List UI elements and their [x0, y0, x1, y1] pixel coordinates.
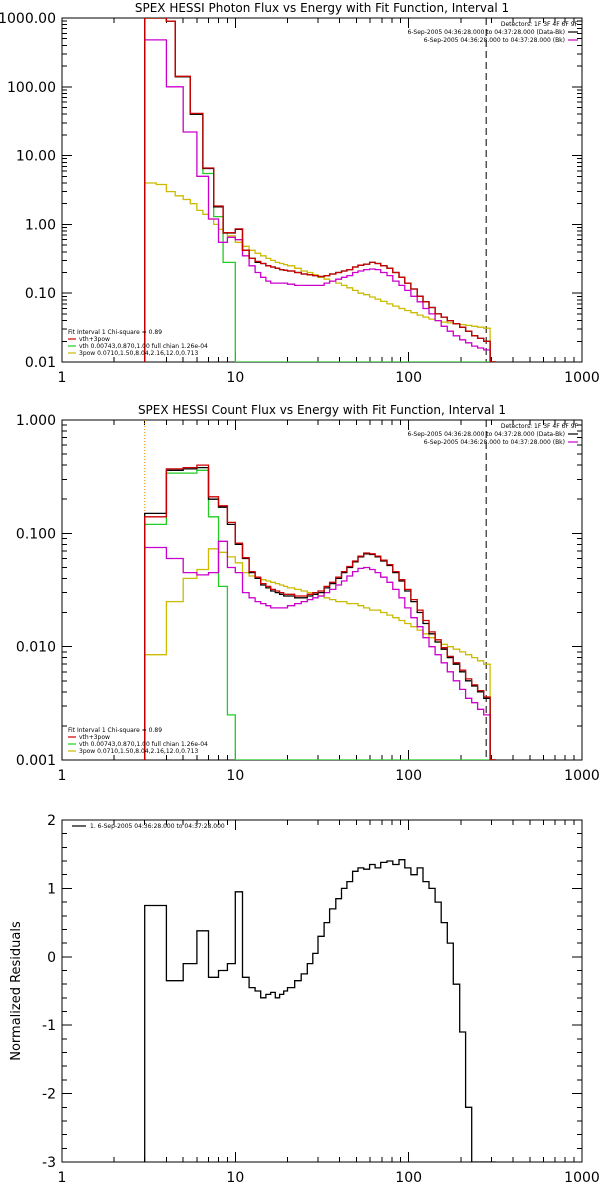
legend-header: Detectors: 1F 3F 4F 6F 9F: [501, 423, 579, 430]
series-vth-3pow: [144, 464, 496, 760]
x-tick-label: 1: [58, 1170, 67, 1186]
legend-entry: 1. 6-Sep-2005 04:36:28.000 to 04:37:28.0…: [90, 823, 225, 830]
y-tick-label: 0: [47, 950, 56, 966]
plot-frame: [61, 419, 583, 761]
y-tick-label: -3: [42, 1155, 56, 1171]
fit-legend-entry: vth 0.00743,0.870,1.00 full chian 1.26e-…: [79, 741, 208, 748]
fit-legend-entry: vth+3pow: [79, 734, 110, 741]
y-tick-label: -2: [42, 1087, 56, 1103]
y-tick-label: 1000.00: [0, 11, 56, 27]
x-tick-label: 10: [226, 1170, 244, 1186]
fit-legend-entry: vth+3pow: [79, 336, 110, 343]
plot-frame: [61, 819, 583, 1163]
series-3pow: [144, 182, 496, 362]
legend-entry: 6-Sep-2005 04:36:28.000 to 04:37:28.000 …: [424, 439, 565, 446]
fit-legend-entry: vth 0.00743,0.870,1.00 full chian 1.26e-…: [79, 343, 208, 350]
legend-entry: 6-Sep-2005 04:36:28.000 to 04:37:28.000 …: [424, 37, 565, 44]
legend-header: Detectors: 1F 3F 4F 6F 9F: [501, 21, 579, 28]
fit-legend-header: Fit Interval 1 Chi-square = 0.89: [68, 727, 162, 734]
x-tick-label: 1000: [564, 768, 600, 784]
count-flux-chart: SPEX HESSI Count Flux vs Energy with Fit…: [16, 403, 600, 784]
y-tick-label: 0.010: [16, 640, 56, 656]
residuals-chart: 1 10 100 1000 -3 -2 -1 0 1 2 Normalized Residuals 1…: [9, 813, 600, 1186]
series-data: [144, 466, 496, 760]
legend-entry: 6-Sep-2005 04:36:28.000 to 04:37:28.000 …: [407, 431, 565, 438]
x-tick-label: 1000: [564, 1170, 600, 1186]
x-tick-label: 1: [58, 768, 67, 784]
plot-area: [144, 420, 496, 760]
x-tick-label: 1000: [564, 370, 600, 386]
y-tick-label: -1: [42, 1018, 56, 1034]
plot-area: [144, 18, 496, 362]
y-axis-label: Normalized Residuals: [9, 921, 24, 1061]
y-tick-label: 0.01: [25, 355, 56, 371]
series-bk: [144, 39, 496, 362]
y-tick-label: 0.10: [25, 286, 56, 302]
y-tick-label: 2: [47, 813, 56, 829]
y-tick-label: 0.001: [16, 753, 56, 769]
fit-legend-entry: 3pow 0.0710,1.50,8.04,2.16,12.0,0.713: [79, 748, 198, 755]
series-vth-3pow: [144, 18, 496, 362]
x-tick-label: 1: [58, 370, 67, 386]
x-tick-label: 10: [226, 768, 244, 784]
y-tick-label: 10.00: [16, 149, 56, 165]
photon-flux-chart: SPEX HESSI Photon Flux vs Energy with Fi…: [0, 1, 600, 386]
chart-title: SPEX HESSI Count Flux vs Energy with Fit…: [138, 403, 506, 417]
y-tick-label: 100.00: [7, 80, 56, 96]
y-tick-label: 0.100: [16, 526, 56, 542]
series-bk: [144, 540, 496, 760]
y-tick-label: 1.000: [16, 413, 56, 429]
y-tick-label: 1: [47, 881, 56, 897]
plot-area: [144, 859, 496, 1162]
series-3pow: [144, 548, 496, 760]
series-vth: [144, 18, 496, 362]
fit-legend-entry: 3pow 0.0710,1.50,8.04,2.16,12.0,0.713: [79, 350, 198, 357]
chart-title: SPEX HESSI Photon Flux vs Energy with Fi…: [135, 1, 509, 15]
series-vth: [144, 469, 496, 760]
x-tick-label: 10: [226, 370, 244, 386]
x-tick-label: 100: [395, 370, 422, 386]
series-data: [144, 18, 496, 362]
fit-legend-header: Fit Interval 1 Chi-square = 0.89: [68, 329, 162, 336]
legend-entry: 6-Sep-2005 04:36:28.000 to 04:37:28.000 …: [407, 29, 565, 36]
plot-frame: [61, 17, 583, 363]
series-residuals: [144, 859, 496, 1162]
x-tick-label: 100: [395, 768, 422, 784]
y-tick-label: 1.00: [25, 217, 56, 233]
x-tick-label: 100: [395, 1170, 422, 1186]
